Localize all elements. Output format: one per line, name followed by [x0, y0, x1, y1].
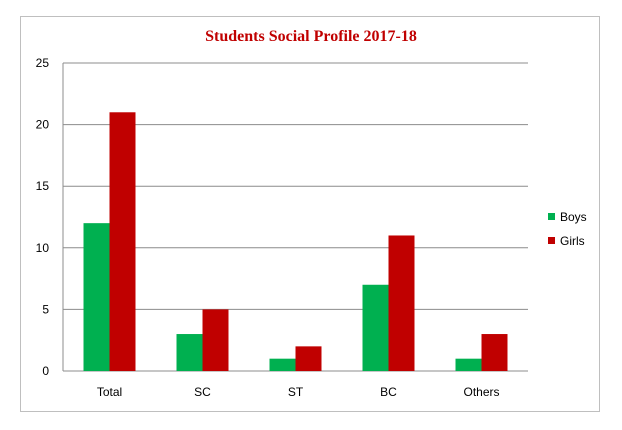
y-tick-label: 0 — [42, 364, 49, 378]
legend-label-boys: Boys — [560, 210, 587, 224]
bar-boys-sc — [176, 334, 203, 371]
y-tick-label: 15 — [36, 179, 50, 193]
bar-girls-total — [109, 112, 136, 371]
x-tick-label: SC — [194, 385, 211, 399]
bar-girls-st — [295, 346, 322, 371]
legend-swatch-girls — [548, 237, 555, 244]
x-tick-label: Others — [463, 385, 499, 399]
chart-title: Students Social Profile 2017-18 — [205, 28, 417, 45]
bar-boys-st — [269, 358, 296, 371]
y-tick-label: 25 — [36, 56, 50, 70]
x-tick-label: ST — [288, 385, 304, 399]
bar-girls-others — [481, 334, 508, 371]
legend-swatch-boys — [548, 213, 555, 220]
legend-label-girls: Girls — [560, 234, 585, 248]
y-tick-label: 20 — [36, 118, 50, 132]
bar-girls-bc — [388, 235, 415, 371]
x-tick-label: Total — [97, 385, 122, 399]
y-tick-label: 5 — [42, 302, 49, 316]
bar-girls-sc — [202, 309, 229, 371]
y-tick-label: 10 — [36, 241, 50, 255]
bar-boys-bc — [362, 284, 389, 371]
bar-boys-others — [455, 358, 482, 371]
x-tick-label: BC — [380, 385, 397, 399]
bar-boys-total — [83, 223, 110, 371]
